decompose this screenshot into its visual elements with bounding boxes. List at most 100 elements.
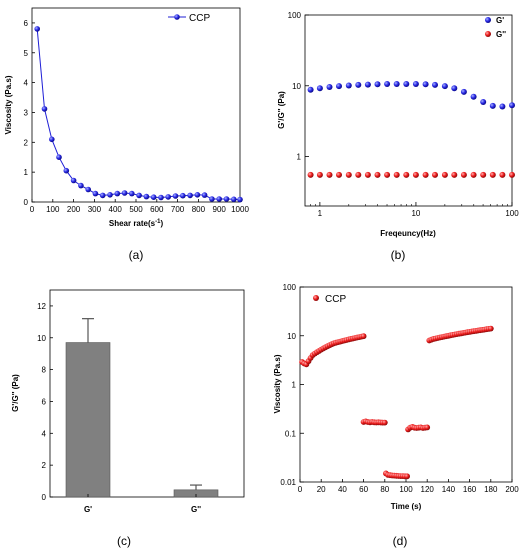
data-point [412,171,419,178]
y-tick-label: 6 [24,19,29,28]
x-tick-label: 700 [171,205,185,214]
plot-frame [299,286,513,483]
x-tick-label: G' [84,505,92,514]
x-tick-label: 800 [192,205,206,214]
data-point [34,26,40,32]
x-tick-label: 400 [109,205,123,214]
y-tick-label: 2 [24,138,29,147]
data-point [480,171,487,178]
data-point [499,171,506,178]
y-axis-label: G'/G'' (Pa) [277,91,286,129]
plot-frame [49,289,245,498]
data-point [336,171,342,178]
data-point [374,171,381,178]
x-tick-label: 120 [421,485,435,494]
data-point [451,171,458,178]
data-point [432,171,438,178]
plot-frame [304,14,513,207]
y-tick-label: 6 [42,397,47,406]
y-tick-label: 1 [24,168,29,177]
x-tick-label: 200 [67,205,81,214]
x-tick-label: G'' [191,505,201,514]
data-point [360,333,367,340]
data-point [143,193,150,200]
data-point [393,171,400,178]
data-point [307,86,314,93]
data-point [209,196,215,202]
x-axis-label: Freqeuncy(Hz) [380,229,436,238]
data-point [487,325,494,332]
y-tick-label: 10 [37,334,46,343]
x-axis-label-end: ) [160,219,163,228]
x-tick-label: 160 [463,485,477,494]
y-tick-label: 0 [24,198,29,207]
chart-panel-c: 0 2 4 6 8 10 12 G' G'' G'/G'' (Pa) (c) [11,289,245,548]
data-point [92,190,99,197]
data-point [460,171,467,178]
data-point [470,93,477,100]
data-point [412,81,419,87]
bar-g-prime [65,342,111,498]
data-point [393,81,400,87]
series-line-ccp [36,28,241,201]
data-point [432,81,438,88]
legend-marker-g-prime [485,17,491,23]
data-point [107,192,113,198]
y-tick-label: 4 [24,79,29,88]
legend-label-g-prime: G' [496,16,504,25]
data-point [237,196,243,203]
x-tick-label: 100 [46,205,60,214]
y-tick-label: 0.01 [280,478,296,487]
y-tick-label: 0 [42,493,47,502]
data-point [364,171,371,178]
plot-frame [31,7,241,203]
x-tick-label: 140 [442,485,456,494]
data-point [424,424,431,431]
data-point [63,167,70,174]
legend-marker-g-double-prime [485,31,491,37]
y-tick-label: 3 [24,108,29,117]
y-axis-label: Viscosity (Pa.s) [4,75,13,134]
data-point [404,473,410,480]
x-axis-label-main: Shear rate(s [109,219,156,228]
y-tick-label: 12 [37,302,46,311]
legend-marker-ccp [174,14,180,20]
data-point [70,177,77,184]
data-point [345,82,352,89]
data-point [403,171,410,178]
y-tick-label: 1 [292,381,297,390]
data-point [509,171,515,178]
panel-label-c: (c) [117,534,131,548]
data-point [345,171,352,178]
x-tick-label: 0 [298,485,303,494]
panel-label-d: (d) [393,534,408,548]
x-tick-label: 60 [359,485,368,494]
y-axis-label: G'/G'' (Pa) [11,374,20,412]
data-point [158,194,164,201]
x-tick-label: 300 [88,205,102,214]
y-tick-label: 0.1 [285,429,297,438]
data-point [384,171,391,178]
data-point [460,88,467,95]
panel-label-a: (a) [129,248,144,262]
data-point [231,196,237,203]
data-point [499,103,506,110]
data-point [470,171,477,178]
legend-label-ccp: CCP [325,294,346,305]
x-axis-label: Time (s) [391,502,422,511]
data-point [78,182,84,189]
chart-panel-d: 0 20 40 60 80 100 120 140 160 180 200 0.01 0.1 1 10 100… [273,283,519,548]
data-point [121,190,128,196]
x-tick-label: 1 [318,209,323,218]
x-tick-label: 180 [484,485,498,494]
x-tick-label: 600 [150,205,164,214]
y-tick-label: 1 [297,153,302,162]
data-point [355,171,362,178]
data-point [336,83,342,90]
data-point [85,186,91,193]
data-point [381,419,388,426]
data-point [374,81,381,88]
data-point [172,193,179,199]
x-tick-label: 900 [213,205,227,214]
